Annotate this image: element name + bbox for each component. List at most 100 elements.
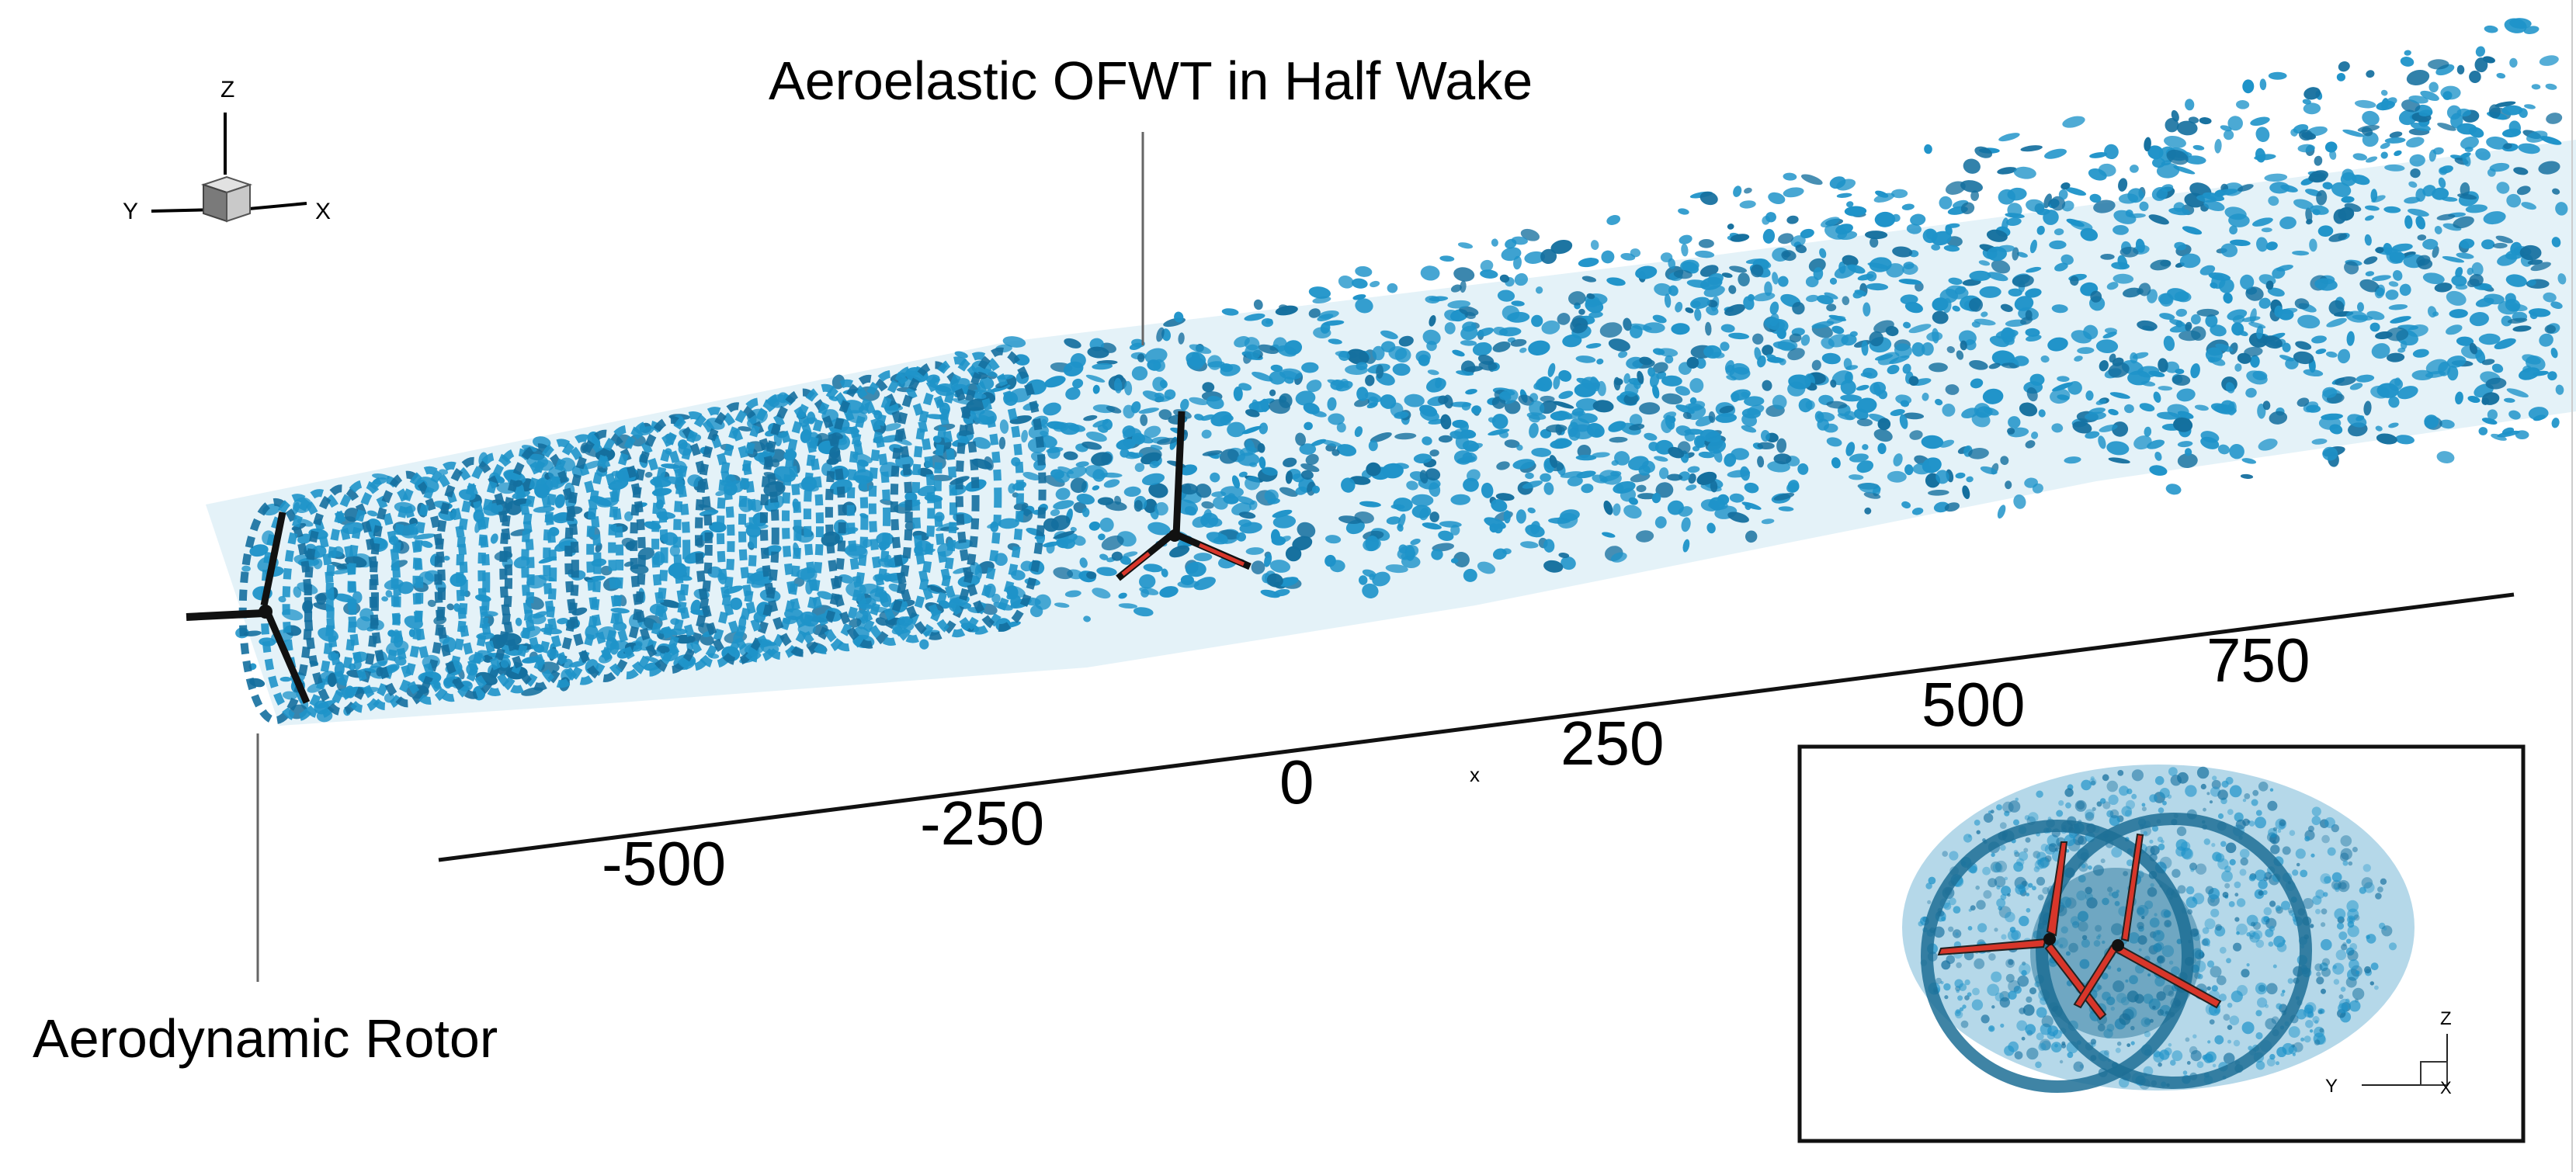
wake-blob: [2456, 252, 2474, 259]
wake-blob: [1741, 391, 1750, 398]
inset-particle: [2098, 934, 2102, 938]
tip-vortex-ring: [369, 470, 446, 708]
wake-blob: [2365, 215, 2374, 221]
inset-particle: [2101, 973, 2109, 980]
wake-blob: [1465, 388, 1477, 395]
wake-blob: [1730, 234, 1750, 242]
inset-particle: [2143, 830, 2148, 836]
wake-blob: [1279, 487, 1298, 498]
inset-particle: [2219, 993, 2227, 1002]
wake-blob: [1948, 277, 1963, 285]
wake-blob: [2024, 477, 2038, 488]
inset-particle: [2222, 892, 2229, 898]
inset-particle: [2120, 997, 2130, 1006]
wake-blob: [2085, 431, 2100, 439]
wake-blob: [1797, 463, 1809, 475]
wake-blob: [2460, 136, 2479, 150]
inset-particle: [2186, 1061, 2191, 1065]
wake-blob: [1206, 396, 1224, 410]
wake-blob: [1942, 403, 1956, 417]
wake-blob: [1161, 568, 1168, 577]
wake-blob: [1404, 394, 1425, 407]
inset-particle: [2131, 769, 2144, 782]
wake-blob: [1678, 506, 1693, 517]
inset-particle: [2185, 886, 2195, 895]
inset-particle: [2248, 820, 2255, 827]
wake-blob: [1140, 588, 1150, 598]
wake-blob: [1814, 411, 1824, 423]
wake-blob: [2530, 262, 2551, 272]
wake-blob: [1272, 515, 1297, 529]
wake-blob: [1690, 296, 1710, 309]
wake-blob: [2026, 335, 2042, 342]
wake-blob: [1096, 567, 1117, 577]
inset-particle: [2280, 993, 2285, 997]
wake-blob: [1635, 265, 1658, 279]
wake-blob: [1877, 442, 1887, 455]
wake-blob: [2417, 234, 2427, 241]
wake-blob: [1397, 524, 1404, 532]
inset-particle: [2170, 1059, 2176, 1066]
wake-blob: [1575, 355, 1596, 363]
wake-blob: [1462, 452, 1477, 463]
inset-particle: [2159, 788, 2170, 799]
wake-blob: [2156, 411, 2180, 420]
wake-blob: [1231, 475, 1241, 489]
inset-particle: [2225, 776, 2234, 785]
inset-particle: [2088, 865, 2092, 870]
wake-blob: [1477, 561, 1496, 574]
wake-blob: [327, 672, 337, 688]
wake-blob: [998, 518, 1019, 529]
wake-blob: [2093, 199, 2116, 213]
wake-blob: [2089, 193, 2102, 203]
wake-blob: [243, 630, 262, 636]
wake-blob: [2325, 351, 2338, 358]
wake-blob: [2485, 377, 2507, 390]
wake-blob: [2436, 213, 2456, 220]
tip-vortex-ring: [586, 425, 668, 680]
wake-blob: [1358, 575, 1368, 585]
wake-blob: [1946, 346, 1956, 353]
wake-blob: [1783, 187, 1804, 198]
wake-blob: [1846, 201, 1854, 208]
inset-particle: [2311, 806, 2321, 817]
wake-blob: [2175, 308, 2187, 317]
inset-particle: [2313, 1032, 2326, 1045]
wake-blob: [1614, 451, 1630, 466]
inset-particle: [2102, 940, 2106, 945]
inset-particle: [2258, 782, 2269, 792]
wake-blob: [1699, 191, 1718, 206]
wake-blob: [2434, 225, 2442, 234]
wake-blob: [1356, 362, 1368, 370]
wake-blob: [2376, 287, 2385, 296]
wake-blob: [1969, 359, 1988, 370]
wake-blob: [1971, 321, 1981, 328]
wake-blob: [1877, 418, 1891, 431]
wake-blob: [1368, 440, 1378, 452]
wake-blob: [1731, 448, 1749, 460]
tip-vortex-ring: [890, 361, 980, 640]
wake-blob: [1158, 409, 1172, 420]
inset-particle: [2239, 848, 2250, 859]
inset-particle: [2321, 938, 2332, 951]
wake-blob: [1063, 451, 1078, 460]
wake-blob: [2557, 273, 2567, 285]
inset-particle: [2181, 848, 2192, 859]
wake-blob: [1895, 394, 1912, 405]
wake-blob: [2203, 199, 2225, 211]
wake-blob: [775, 478, 785, 492]
wake-blob: [1064, 338, 1081, 348]
inset-particle: [2065, 951, 2071, 956]
wake-blob: [1666, 473, 1683, 481]
wake-blob: [2012, 274, 2034, 288]
wake-blob: [1677, 441, 1691, 455]
wake-blob: [2302, 99, 2311, 105]
inset-particle: [1991, 852, 1995, 858]
wake-blob: [2389, 131, 2403, 138]
wake-blob: [1686, 356, 1699, 369]
wake-blob: [2106, 282, 2119, 290]
wake-blob: [1618, 351, 1628, 359]
wake-blob: [1901, 203, 1915, 210]
wake-blob: [1783, 251, 1791, 258]
wake-blob: [2394, 377, 2401, 387]
